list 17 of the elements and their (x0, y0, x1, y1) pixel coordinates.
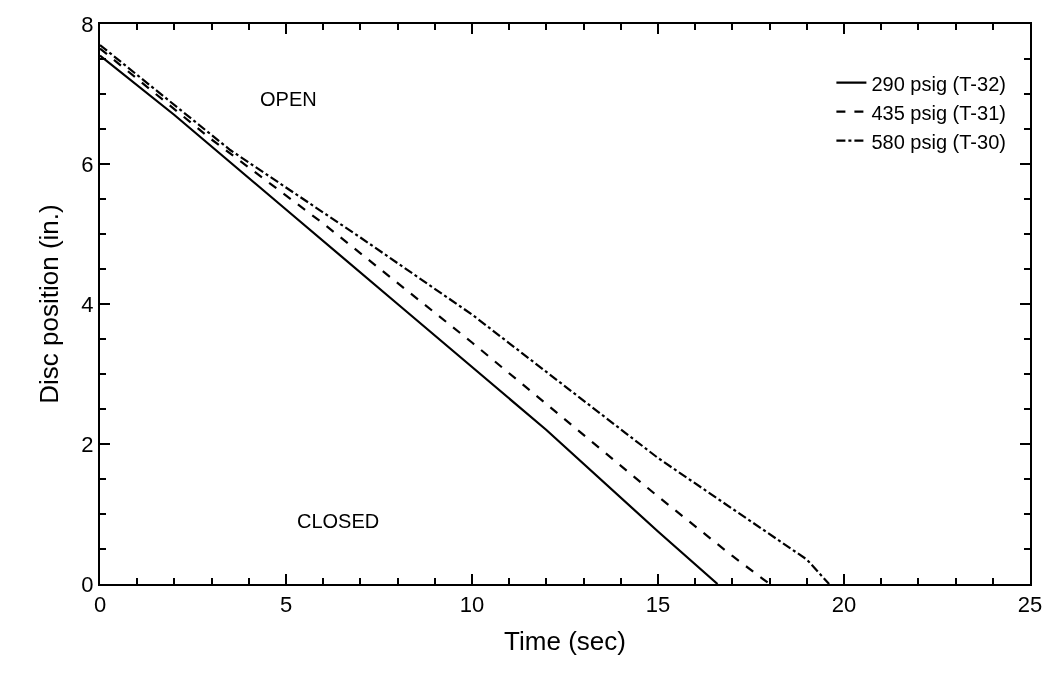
legend-label: 580 psig (T-30) (871, 130, 1006, 153)
x-tick-label: 5 (279, 592, 293, 618)
y-tick-label: 0 (81, 571, 94, 597)
legend-label: 290 psig (T-32) (871, 72, 1006, 95)
annotation: OPEN (260, 88, 317, 110)
x-tick-label: 15 (645, 592, 671, 618)
x-axis-title: Time (sec) (504, 625, 626, 656)
legend-label: 435 psig (T-31) (871, 101, 1006, 124)
annotation: CLOSED (297, 510, 380, 532)
y-tick-label: 2 (81, 431, 94, 457)
y-tick-label: 6 (81, 151, 94, 177)
y-tick-label: 8 (81, 11, 94, 37)
y-axis-title: Disc position (in.) (34, 204, 65, 404)
y-tick-label: 4 (81, 291, 94, 317)
x-tick-label: 20 (831, 592, 857, 618)
x-tick-label: 25 (1017, 592, 1043, 618)
x-tick-label: 10 (459, 592, 485, 618)
